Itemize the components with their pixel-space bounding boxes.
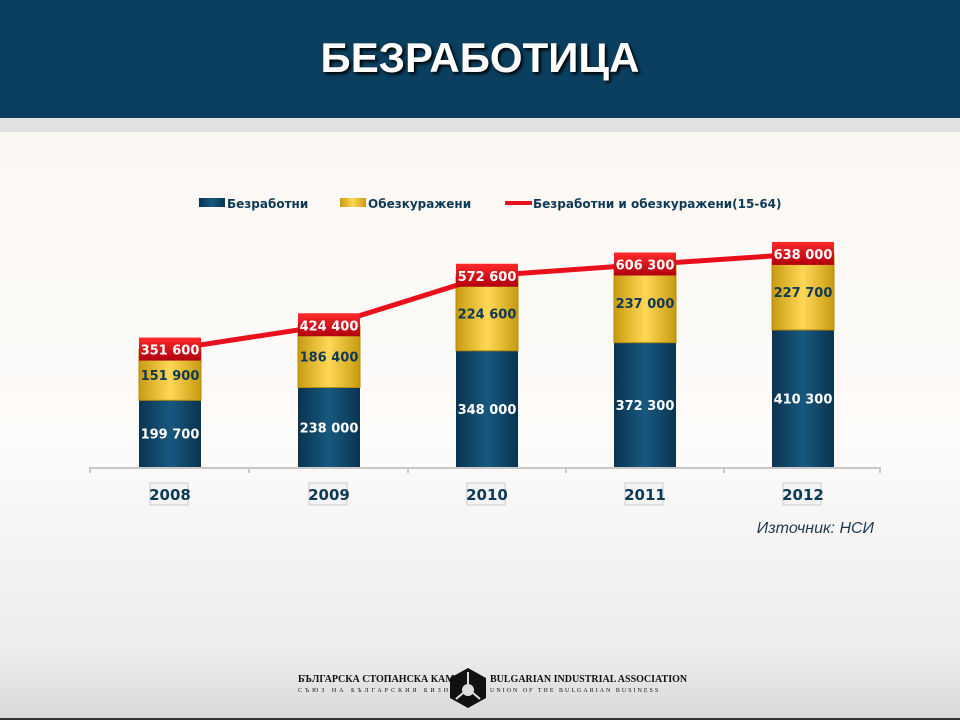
divider [0,118,960,132]
bar-label: 151 900 [141,369,200,384]
logo-en-name: BULGARIAN INDUSTRIAL ASSOCIATION [490,674,688,685]
bar-obezkurazheni [771,253,835,331]
bar-label: 410 300 [774,392,833,407]
total-label-box [139,337,201,361]
bar-bezrabotni [139,400,201,467]
legend: Безработни Обезкуражени Безработни и обезк… [199,197,782,211]
bar-label: 227 700 [774,286,833,301]
bar-bezrabotni [614,342,676,467]
footer: БЪЛГАРСКА СТОПАНСКА КАМАРА СЪЮЗ НА БЪЛГА… [0,656,960,720]
total-label-box [614,252,676,276]
total-label: 638 000 [774,248,833,263]
category-label-box [624,482,664,506]
legend-swatch-bezrabotni [199,198,225,207]
bar-bezrabotni [298,387,360,467]
total-label-box [298,313,360,337]
total-label-box [456,263,518,287]
bar-label: 238 000 [300,421,359,436]
category-label: 2012 [782,486,824,504]
page-title: БЕЗРАБОТИЦА [320,34,640,81]
category-label: 2009 [308,486,350,504]
bar-label: 348 000 [458,403,517,418]
category-label-box [149,482,189,506]
bar-obezkurazheni [455,275,519,352]
logo-en-sub: UNION OF THE BULGARIAN BUSINESS [490,688,661,694]
legend-label: Обезкуражени [368,197,471,211]
total-label: 424 400 [300,319,359,334]
logo-bg-sub: СЪЮЗ НА БЪЛГАРСКИЯ БИЗНЕС [298,688,465,694]
source-note: Източник: НСИ [756,520,874,537]
category-label-box [308,482,348,506]
category-label: 2008 [149,486,191,504]
legend-label: Безработни [227,197,308,211]
logo-bg-name: БЪЛГАРСКА СТОПАНСКА КАМАРА [298,674,474,685]
bar-label: 186 400 [300,350,359,365]
bar-bezrabotni [772,329,834,467]
bia-logo-icon [450,668,486,708]
bar-label: 199 700 [141,428,200,443]
category-label-box [782,482,822,506]
total-label-box [772,241,834,265]
bar-label: 224 600 [458,307,517,322]
header [0,0,960,118]
bar-label: 372 300 [616,399,675,414]
bar-bezrabotni [456,350,518,467]
legend-swatch-obezkurazheni [340,198,366,207]
bar-obezkurazheni [613,262,677,344]
total-label: 572 600 [458,270,517,285]
legend-label: Безработни и обезкуражени(15-64) [533,197,782,211]
category-label: 2011 [624,486,666,504]
category-label-box [466,482,506,506]
total-label: 351 600 [141,344,200,359]
category-label: 2010 [466,486,508,504]
total-label: 606 300 [616,258,675,273]
bar-label: 237 000 [616,297,675,312]
